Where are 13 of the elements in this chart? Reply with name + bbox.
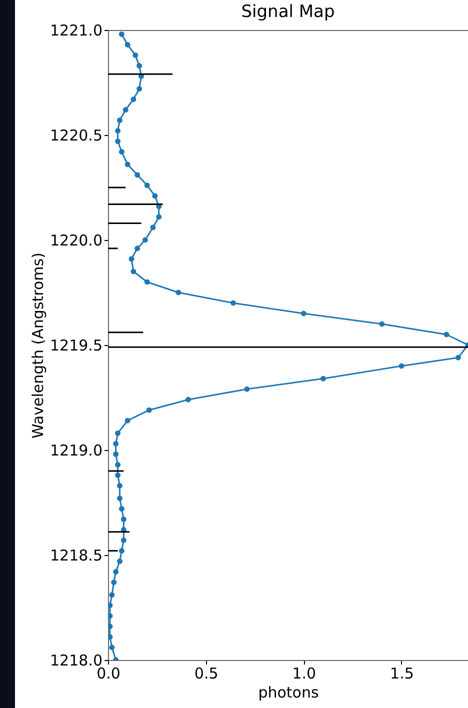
x-tick-label: 1.5 (390, 664, 414, 682)
x-axis-title: photons (258, 684, 319, 702)
y-tick-label: 1220.0 (50, 232, 102, 250)
x-tick-label: 0.5 (194, 664, 218, 682)
y-tick-label: 1219.5 (50, 336, 102, 354)
y-tick-label: 1221.0 (50, 22, 102, 40)
y-axis-title: Wavelength (Angstroms) (29, 252, 48, 438)
x-tick-label: 1.0 (292, 664, 316, 682)
chart-title: Signal Map (241, 2, 335, 22)
y-tick-label: 1218.5 (50, 546, 102, 564)
x-tick-label: 0.0 (96, 664, 120, 682)
y-tick-label: 1220.5 (50, 126, 102, 144)
y-tick-label: 1219.0 (50, 442, 102, 460)
